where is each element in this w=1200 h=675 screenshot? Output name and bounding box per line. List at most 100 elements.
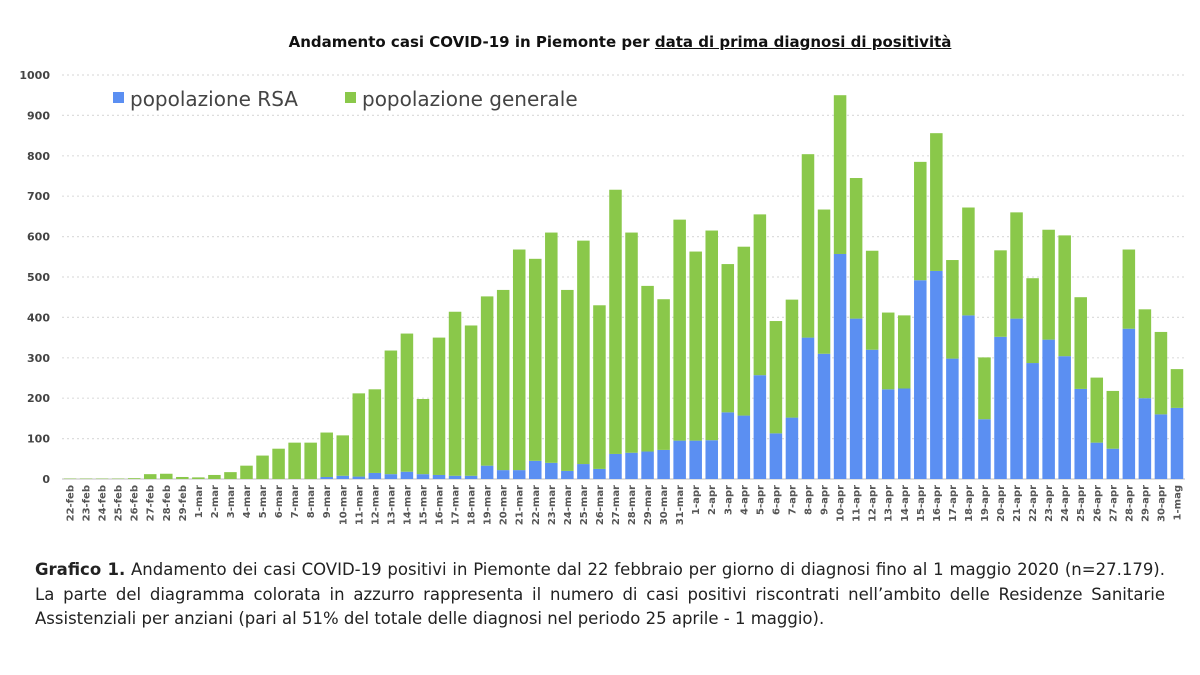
bar-generale	[272, 448, 285, 479]
x-tick-label: 10-mar	[338, 485, 349, 525]
bar-generale	[897, 315, 911, 389]
x-tick-label: 9-apr	[820, 485, 831, 515]
bar-generale	[545, 232, 558, 463]
bar-generale	[801, 154, 815, 338]
bar-rsa	[496, 470, 510, 479]
bar-generale	[673, 219, 686, 441]
bar-generale	[480, 296, 494, 466]
bar-generale	[849, 178, 863, 319]
x-tick-label: 28-mar	[627, 485, 638, 525]
y-tick-label: 900	[27, 109, 50, 122]
x-tick-label: 22-apr	[1028, 485, 1039, 522]
x-tick-label: 29-feb	[178, 485, 189, 521]
bar-generale	[1042, 229, 1055, 340]
y-tick-label: 400	[27, 311, 50, 324]
bar-rsa	[833, 253, 847, 479]
bar-generale	[432, 337, 446, 475]
x-tick-label: 30-mar	[659, 485, 670, 525]
x-tick-label: 6-mar	[274, 485, 285, 518]
x-tick-label: 6-apr	[771, 485, 782, 515]
x-tick-label: 27-feb	[146, 485, 157, 521]
bar-generale	[320, 432, 333, 477]
x-tick-label: 16-mar	[435, 485, 446, 525]
x-tick-label: 1-apr	[691, 485, 702, 515]
x-tick-label: 20-mar	[499, 485, 510, 525]
bar-rsa	[545, 462, 558, 479]
bar-generale	[256, 455, 269, 479]
x-tick-label: 15-mar	[418, 485, 429, 525]
bar-generale	[1154, 331, 1168, 415]
bar-rsa	[657, 449, 670, 479]
bar-rsa	[994, 336, 1007, 479]
bars	[63, 95, 1184, 479]
bar-rsa	[705, 440, 718, 479]
bar-generale	[561, 289, 574, 471]
x-tick-label: 22-mar	[531, 485, 542, 525]
bar-generale	[946, 260, 959, 359]
bar-rsa	[1106, 448, 1120, 479]
bar-generale	[753, 214, 767, 376]
bar-rsa	[865, 349, 879, 479]
bar-generale	[368, 389, 382, 473]
bar-generale	[208, 474, 221, 479]
bar-generale	[1090, 377, 1104, 443]
x-tick-label: 3-apr	[723, 485, 734, 515]
bar-rsa	[336, 475, 350, 479]
bar-generale	[529, 258, 542, 461]
bar-generale	[143, 474, 157, 479]
bar-generale	[865, 250, 879, 350]
bar-rsa	[512, 470, 526, 479]
x-tick-label: 29-mar	[643, 485, 654, 525]
x-tick-label: 17-mar	[451, 485, 462, 525]
title-prefix: Andamento casi COVID-19 in Piemonte per	[288, 33, 655, 51]
y-tick-label: 300	[27, 352, 50, 365]
bar-generale	[1122, 249, 1136, 329]
bar-generale	[817, 209, 831, 354]
chart-title: Andamento casi COVID-19 in Piemonte per …	[0, 33, 1200, 51]
bar-generale	[1170, 369, 1184, 408]
bar-rsa	[561, 470, 574, 479]
bar-generale	[625, 232, 638, 453]
bar-generale	[176, 476, 189, 479]
x-tick-label: 25-mar	[579, 485, 590, 525]
bar-generale	[1058, 235, 1071, 357]
x-tick-label: 21-mar	[515, 485, 526, 525]
x-tick-label: 26-feb	[130, 485, 141, 521]
x-tick-label: 10-apr	[836, 485, 847, 522]
bar-generale	[1074, 297, 1087, 389]
bar-generale	[881, 312, 895, 390]
bar-rsa	[801, 337, 815, 479]
x-tick-label: 5-mar	[258, 485, 269, 518]
x-tick-label: 14-apr	[900, 485, 911, 522]
bar-rsa	[785, 417, 799, 479]
x-axis-ticks: 22-feb 23-feb 24-feb 25-feb 26-feb 27-feb 28-f…	[66, 485, 1184, 525]
x-tick-label: 4-apr	[739, 485, 750, 515]
bar-rsa	[1170, 407, 1184, 479]
x-tick-label: 3-mar	[226, 485, 237, 518]
x-tick-label: 15-apr	[916, 485, 927, 522]
bar-generale	[930, 133, 943, 271]
legend-label-generale: popolazione generale	[362, 87, 578, 111]
x-tick-label: 12-apr	[868, 485, 879, 522]
bar-generale	[657, 299, 670, 450]
bar-generale	[416, 399, 430, 475]
bar-rsa	[753, 375, 767, 479]
bar-rsa	[577, 464, 590, 479]
bar-generale	[962, 207, 975, 316]
bar-generale	[224, 472, 237, 479]
bar-rsa	[464, 475, 478, 479]
x-tick-label: 23-mar	[547, 485, 558, 525]
bar-rsa	[368, 472, 382, 479]
bar-rsa	[930, 270, 943, 479]
x-tick-label: 24-feb	[98, 485, 109, 521]
x-tick-label: 22-feb	[66, 485, 77, 521]
bar-generale	[609, 189, 622, 454]
x-tick-label: 12-mar	[370, 485, 381, 525]
bar-generale	[288, 442, 301, 479]
bar-rsa	[673, 440, 686, 479]
bar-generale	[641, 285, 654, 452]
x-tick-label: 25-feb	[114, 485, 125, 521]
y-tick-label: 1000	[19, 69, 50, 82]
x-tick-label: 26-mar	[595, 485, 606, 525]
